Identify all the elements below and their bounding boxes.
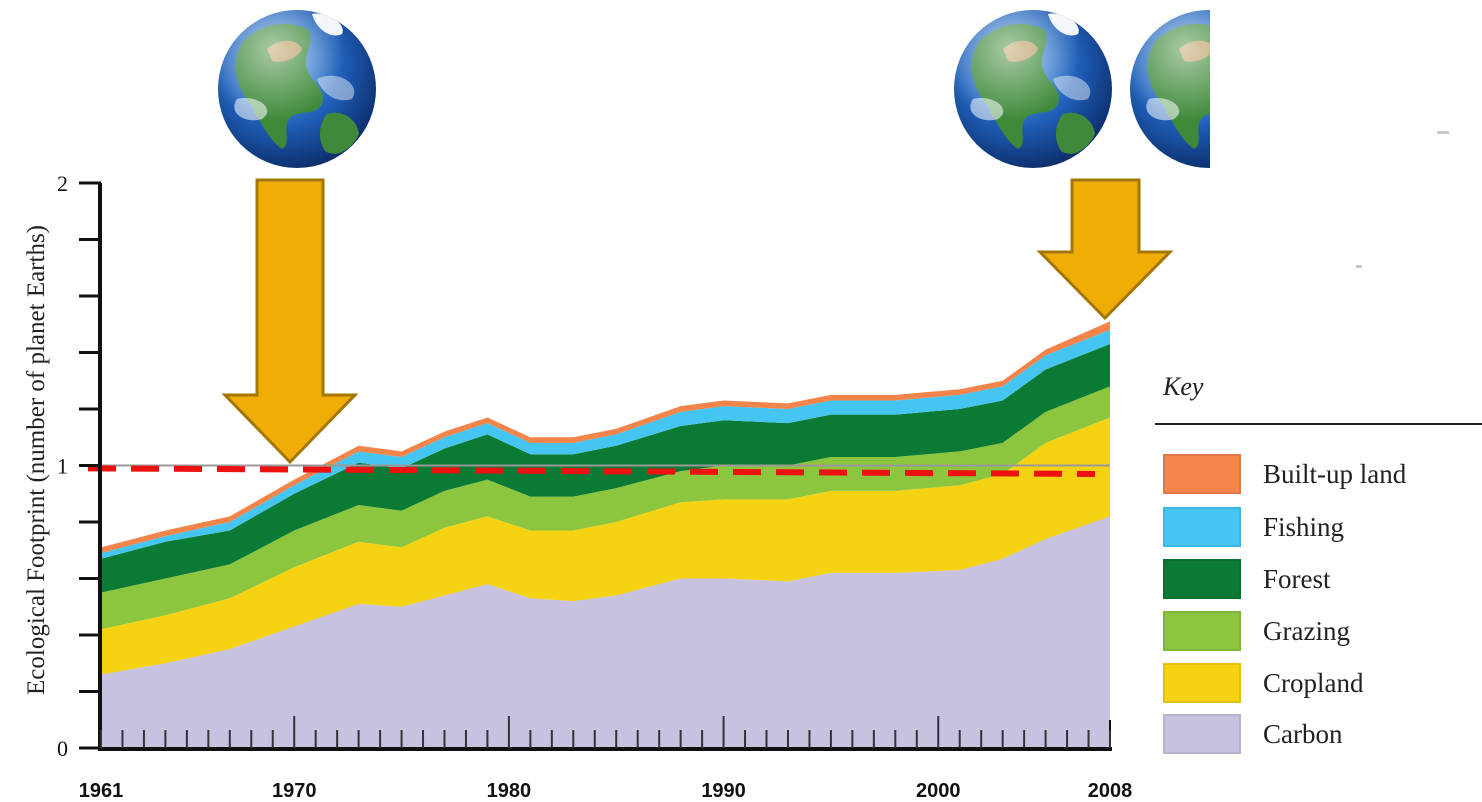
- earth-globe-2008-half: [1130, 10, 1288, 168]
- legend-label: Carbon: [1263, 718, 1343, 749]
- earth-globe-2008-a: [954, 10, 1112, 168]
- stacked-area-series: [101, 321, 1110, 748]
- earth-globe-1970: [218, 10, 376, 168]
- x-tick-label: 1990: [701, 780, 746, 802]
- x-tick-label: 1961: [79, 780, 124, 802]
- chart-axes: [79, 181, 1112, 751]
- legend-label: Fishing: [1263, 511, 1345, 542]
- legend-title: Key: [1163, 372, 1204, 401]
- reference-lines: [87, 464, 1110, 477]
- x-tick-label: 2000: [916, 780, 961, 802]
- legend-swatch: [1163, 507, 1241, 547]
- y-tick-label: 2: [57, 171, 68, 196]
- x-tick-label: 1980: [487, 780, 532, 802]
- legend-label: Forest: [1263, 563, 1331, 594]
- legend-item: Forest: [1163, 558, 1331, 600]
- area-cropland: [101, 417, 1110, 675]
- legend-swatch: [1163, 663, 1241, 703]
- legend-swatch: [1163, 611, 1241, 651]
- speck: [1437, 131, 1449, 134]
- legend-label: Built-up land: [1263, 458, 1407, 489]
- legend-swatch: [1163, 454, 1241, 494]
- legend-item: Cropland: [1163, 662, 1364, 704]
- legend-item: Carbon: [1163, 713, 1342, 755]
- biocapacity-dashed-line: [87, 465, 1096, 477]
- area-grazing: [101, 386, 1110, 630]
- area-fishing: [101, 329, 1110, 559]
- legend-item: Fishing: [1163, 506, 1344, 548]
- arrow-2008: [1036, 178, 1174, 321]
- legend-swatch: [1163, 559, 1241, 599]
- tick-labels: 1961 1970 1980 1990 2000 2008 0 1 2: [57, 171, 1132, 802]
- legend-swatch: [1163, 714, 1241, 754]
- area-carbon: [101, 516, 1110, 748]
- y-tick-label: 1: [57, 454, 68, 479]
- x-tick-label: 1970: [272, 780, 317, 802]
- arrow-1970: [221, 178, 359, 465]
- legend-item: Grazing: [1163, 610, 1350, 652]
- y-axis-label: Ecological Footprint (number of planet E…: [23, 225, 50, 695]
- x-tick-label: 2008: [1088, 780, 1133, 802]
- speck: [1356, 265, 1362, 268]
- y-tick-label: 0: [57, 736, 68, 761]
- legend-label: Cropland: [1263, 667, 1364, 698]
- legend-item: Built-up land: [1163, 453, 1406, 495]
- legend-divider: [1155, 423, 1482, 425]
- legend-label: Grazing: [1263, 615, 1350, 646]
